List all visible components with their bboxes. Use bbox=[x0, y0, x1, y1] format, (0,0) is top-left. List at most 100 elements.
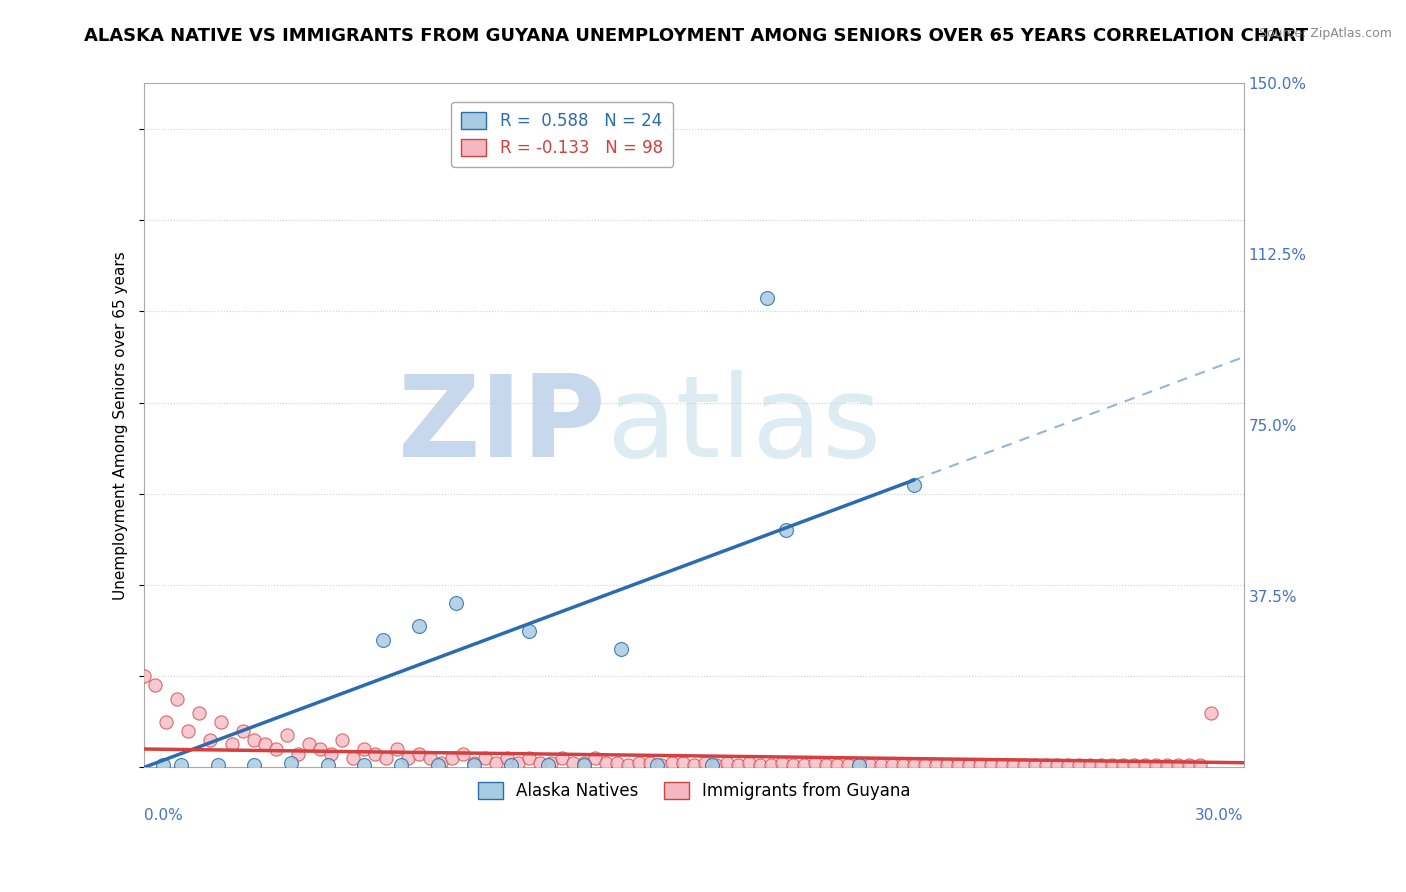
Point bbox=[914, 758, 936, 772]
Point bbox=[606, 756, 628, 770]
Point bbox=[188, 706, 211, 720]
Point bbox=[650, 758, 672, 772]
Point bbox=[1188, 758, 1211, 772]
Point bbox=[463, 758, 485, 772]
Point bbox=[704, 758, 727, 772]
Point bbox=[1167, 758, 1189, 772]
Point bbox=[342, 751, 364, 765]
Point bbox=[207, 758, 229, 772]
Point bbox=[727, 758, 749, 772]
Point bbox=[371, 632, 394, 647]
Point bbox=[408, 747, 430, 761]
Point bbox=[170, 758, 193, 772]
Point bbox=[152, 758, 174, 772]
Point bbox=[508, 756, 530, 770]
Point bbox=[957, 758, 980, 772]
Point bbox=[266, 742, 288, 756]
Point bbox=[837, 758, 859, 772]
Point bbox=[221, 738, 243, 752]
Point bbox=[925, 758, 948, 772]
Point bbox=[155, 714, 177, 729]
Point bbox=[474, 751, 496, 765]
Point bbox=[166, 692, 188, 706]
Point bbox=[1046, 758, 1069, 772]
Point bbox=[408, 619, 430, 633]
Point bbox=[529, 756, 551, 770]
Point bbox=[353, 758, 375, 772]
Point bbox=[814, 758, 837, 772]
Point bbox=[980, 758, 1002, 772]
Point bbox=[572, 756, 595, 770]
Point bbox=[1024, 758, 1046, 772]
Point bbox=[200, 733, 222, 747]
Point bbox=[287, 747, 309, 761]
Point bbox=[848, 758, 870, 772]
Point bbox=[1156, 758, 1178, 772]
Point bbox=[540, 756, 562, 770]
Point bbox=[499, 758, 522, 772]
Point bbox=[1035, 758, 1057, 772]
Point bbox=[321, 747, 343, 761]
Point bbox=[683, 758, 706, 772]
Point bbox=[364, 747, 387, 761]
Point bbox=[375, 751, 398, 765]
Point bbox=[1112, 758, 1135, 772]
Point bbox=[1090, 758, 1112, 772]
Point bbox=[903, 758, 925, 772]
Point bbox=[595, 756, 617, 770]
Point bbox=[583, 751, 606, 765]
Point bbox=[177, 723, 200, 738]
Point bbox=[353, 742, 375, 756]
Point bbox=[770, 756, 793, 770]
Point bbox=[759, 758, 782, 772]
Point bbox=[1199, 706, 1222, 720]
Text: 0.0%: 0.0% bbox=[145, 808, 183, 823]
Point bbox=[419, 751, 441, 765]
Point bbox=[517, 624, 540, 638]
Point bbox=[441, 751, 464, 765]
Point bbox=[330, 733, 353, 747]
Point bbox=[298, 738, 321, 752]
Text: atlas: atlas bbox=[606, 370, 882, 481]
Point bbox=[280, 756, 302, 770]
Point bbox=[991, 758, 1014, 772]
Point bbox=[551, 751, 574, 765]
Point bbox=[145, 678, 167, 692]
Point bbox=[1078, 758, 1101, 772]
Point bbox=[209, 714, 232, 729]
Point bbox=[870, 758, 893, 772]
Text: 30.0%: 30.0% bbox=[1195, 808, 1244, 823]
Point bbox=[396, 751, 419, 765]
Point bbox=[451, 747, 474, 761]
Text: Source: ZipAtlas.com: Source: ZipAtlas.com bbox=[1258, 27, 1392, 40]
Point bbox=[1067, 758, 1090, 772]
Point bbox=[749, 758, 772, 772]
Point bbox=[880, 758, 903, 772]
Point bbox=[1012, 758, 1035, 772]
Text: ALASKA NATIVE VS IMMIGRANTS FROM GUYANA UNEMPLOYMENT AMONG SENIORS OVER 65 YEARS: ALASKA NATIVE VS IMMIGRANTS FROM GUYANA … bbox=[84, 27, 1309, 45]
Point bbox=[617, 758, 640, 772]
Point bbox=[232, 723, 254, 738]
Point bbox=[1122, 758, 1144, 772]
Text: ZIP: ZIP bbox=[398, 370, 606, 481]
Point bbox=[610, 641, 633, 656]
Point bbox=[903, 477, 925, 491]
Point bbox=[426, 758, 449, 772]
Point bbox=[756, 291, 779, 305]
Point bbox=[463, 756, 485, 770]
Point bbox=[672, 756, 695, 770]
Point bbox=[969, 758, 991, 772]
Point bbox=[793, 758, 815, 772]
Point bbox=[430, 756, 453, 770]
Point bbox=[254, 738, 277, 752]
Point bbox=[859, 758, 882, 772]
Point bbox=[848, 758, 870, 772]
Point bbox=[804, 756, 827, 770]
Point bbox=[243, 758, 266, 772]
Point bbox=[485, 756, 508, 770]
Point bbox=[536, 758, 558, 772]
Point bbox=[628, 756, 651, 770]
Point bbox=[389, 758, 412, 772]
Point bbox=[1057, 758, 1080, 772]
Point bbox=[444, 596, 467, 610]
